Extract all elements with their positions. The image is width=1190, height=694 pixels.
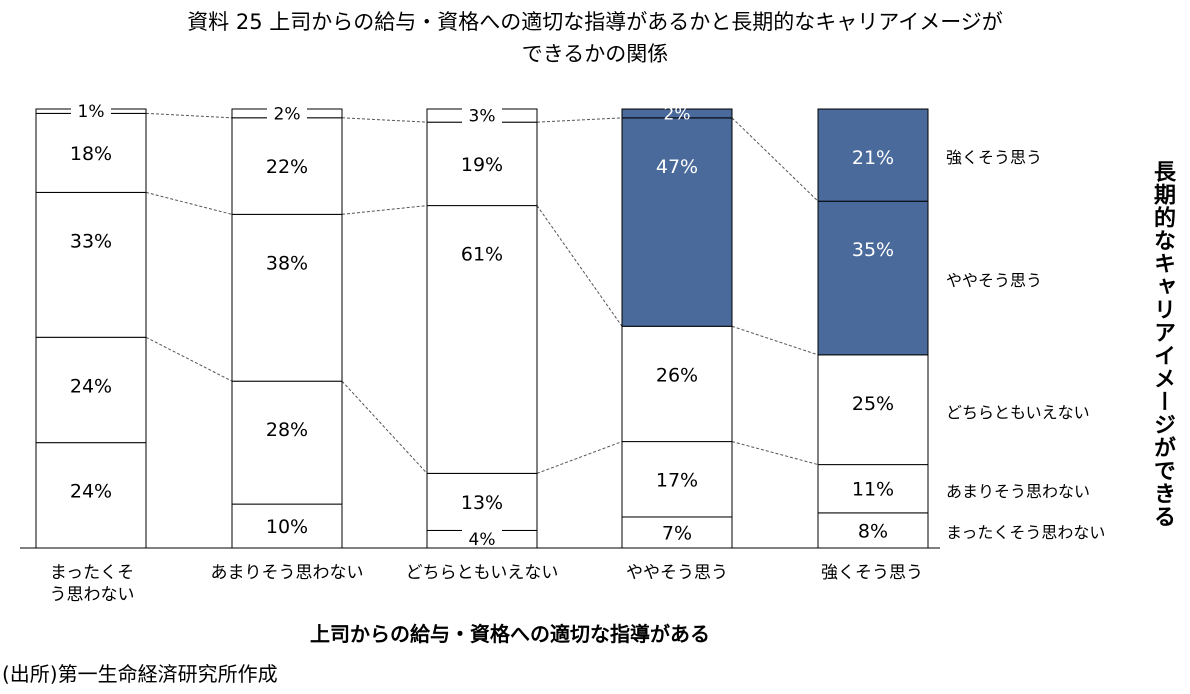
data-label-bg — [462, 105, 502, 126]
connector-line — [145, 112, 233, 119]
connector-line — [145, 336, 233, 382]
connector-line — [536, 441, 623, 474]
bar-segment — [35, 442, 147, 549]
bar-segment — [621, 117, 733, 327]
data-label: 18% — [70, 143, 112, 165]
connector-line — [341, 380, 428, 474]
data-label: 1% — [78, 102, 105, 122]
data-label: 7% — [662, 522, 692, 544]
connector-line — [536, 117, 623, 123]
connector-line — [536, 205, 623, 327]
data-label: 13% — [461, 492, 503, 514]
legend-item: 強くそう思う — [946, 148, 1043, 168]
data-label: 21% — [852, 147, 894, 169]
bar-segment — [621, 108, 733, 119]
source-note: (出所)第一生命経済研究所作成 — [2, 662, 278, 686]
data-label: 11% — [852, 479, 894, 501]
legend-item: まったくそう思わない — [946, 523, 1106, 543]
bar-segment — [231, 503, 343, 549]
data-label-bg — [71, 101, 111, 122]
data-label: 25% — [852, 393, 894, 415]
connector-line — [341, 117, 428, 123]
bar-segment — [35, 112, 147, 193]
x-tick-label: どちらともいえない — [387, 562, 577, 584]
connector-line — [145, 191, 233, 215]
bar-segment — [817, 108, 929, 202]
data-label: 24% — [70, 481, 112, 503]
x-tick-label-line: う思わない — [49, 585, 135, 605]
x-tick-label: まったくそ う思わない — [0, 562, 187, 606]
data-label: 4% — [469, 530, 496, 550]
bar-segment — [426, 205, 538, 474]
data-label: 28% — [266, 419, 308, 441]
data-label: 8% — [858, 520, 888, 542]
connector-line — [731, 325, 819, 356]
x-tick-label: あまりそう思わない — [192, 562, 382, 584]
y-axis-title: 長期的なキャリアイメージができる — [1150, 160, 1175, 528]
chart-title: 資料 25 上司からの給与・資格への適切な指導があるかと長期的なキャリアイメージ… — [0, 6, 1190, 70]
bar-segment — [426, 121, 538, 207]
bar-segment — [817, 200, 929, 356]
data-label-bg — [462, 529, 502, 550]
data-label: 38% — [266, 252, 308, 274]
connector-line — [341, 205, 428, 215]
bar-segment — [817, 354, 929, 466]
x-tick-label: ややそう思う — [582, 562, 772, 584]
bar-segment — [426, 472, 538, 531]
x-tick-label-line: まったくそ — [49, 563, 135, 583]
chart-title-line2: できるかの関係 — [521, 42, 669, 66]
data-label: 47% — [656, 156, 698, 178]
bar-segment — [231, 117, 343, 215]
data-label: 22% — [266, 156, 308, 178]
legend-item: ややそう思う — [946, 271, 1043, 290]
data-label: 10% — [266, 516, 308, 538]
data-label: 3% — [469, 107, 496, 127]
data-label: 26% — [656, 364, 698, 386]
legend-item: あまりそう思わない — [946, 481, 1091, 501]
data-label: 61% — [461, 244, 503, 266]
data-label: 2% — [664, 104, 691, 124]
data-label: 19% — [461, 154, 503, 176]
x-tick-label-line: あまりそう思わない — [210, 563, 364, 583]
data-label: 33% — [70, 230, 112, 252]
connector-line — [731, 441, 819, 466]
data-label: 17% — [656, 469, 698, 491]
x-tick-label: 強くそう思う — [777, 562, 967, 584]
data-label: 2% — [274, 104, 301, 124]
chart-title-line1: 資料 25 上司からの給与・資格への適切な指導があるかと長期的なキャリアイメージ… — [187, 10, 1003, 34]
x-tick-label-line: ややそう思う — [626, 563, 728, 583]
bar-segment — [817, 464, 929, 514]
bar-segment — [35, 191, 147, 338]
bar-segment — [35, 336, 147, 444]
data-label: 24% — [70, 375, 112, 397]
connector-line — [731, 117, 819, 202]
bar-segment — [231, 213, 343, 382]
bar-segment — [621, 325, 733, 443]
bar-segment — [231, 380, 343, 505]
data-label-bg — [267, 103, 307, 124]
x-tick-label-line: 強くそう思う — [821, 563, 923, 583]
legend-item: どちらともいえない — [946, 402, 1090, 422]
x-tick-label-line: どちらともいえない — [405, 563, 559, 583]
x-axis-title: 上司からの給与・資格への適切な指導がある — [310, 622, 710, 646]
data-label: 35% — [852, 239, 894, 261]
